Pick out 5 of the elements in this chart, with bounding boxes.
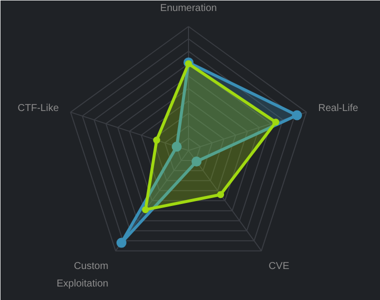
spoke-label: Custom Exploitation bbox=[56, 260, 108, 290]
spoke-label: Enumeration bbox=[160, 3, 217, 14]
spoke-label: CVE bbox=[268, 260, 290, 272]
spoke-label: CTF-Like bbox=[18, 102, 60, 114]
spoke-label: Real-Life bbox=[318, 102, 359, 114]
